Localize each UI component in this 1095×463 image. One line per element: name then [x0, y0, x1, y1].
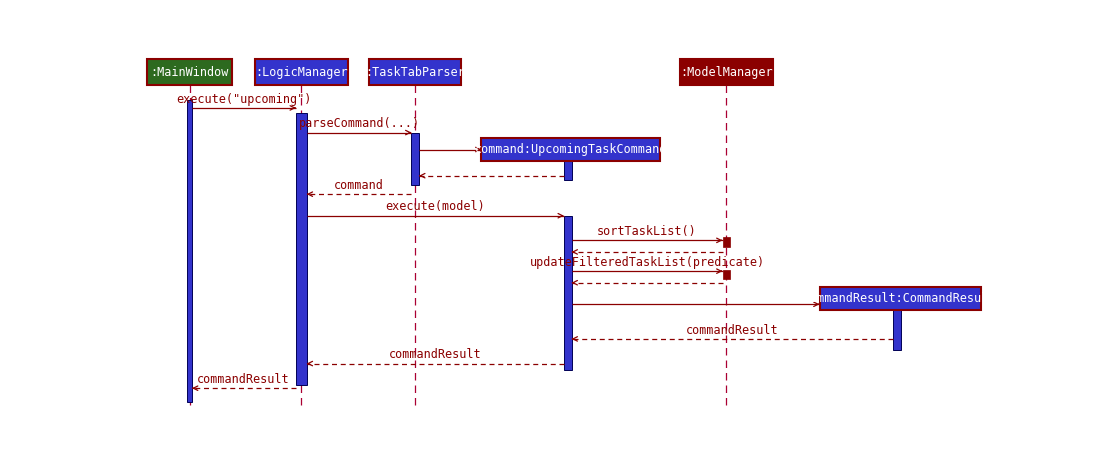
Text: :MainWindow: :MainWindow — [150, 66, 229, 79]
Bar — [819, 287, 981, 310]
Bar — [187, 100, 193, 402]
Bar — [148, 59, 232, 85]
Text: commandResult: commandResult — [389, 348, 482, 361]
Text: commandResult: commandResult — [197, 373, 290, 386]
Text: execute("upcoming"): execute("upcoming") — [176, 93, 311, 106]
Bar — [723, 269, 730, 279]
Bar — [564, 216, 572, 370]
Bar — [564, 156, 572, 180]
Bar — [255, 59, 347, 85]
Text: command: command — [334, 179, 384, 192]
Text: parseCommand(...): parseCommand(...) — [299, 117, 419, 130]
Bar — [296, 113, 307, 385]
Text: execute(model): execute(model) — [385, 200, 485, 213]
Text: :ModelManager: :ModelManager — [680, 66, 773, 79]
Bar — [369, 59, 461, 85]
Text: commandResult: commandResult — [687, 324, 779, 337]
Bar — [723, 237, 730, 246]
Text: command:UpcomingTaskCommand: command:UpcomingTaskCommand — [474, 143, 667, 156]
Bar — [482, 138, 660, 161]
Text: :LogicManager: :LogicManager — [255, 66, 347, 79]
Bar — [894, 304, 901, 350]
Text: commandResult:CommandResult: commandResult:CommandResult — [804, 292, 996, 305]
Bar — [680, 59, 773, 85]
Text: :TaskTabParser: :TaskTabParser — [366, 66, 465, 79]
Text: updateFilteredTaskList(predicate): updateFilteredTaskList(predicate) — [530, 256, 764, 269]
Text: sortTaskList(): sortTaskList() — [597, 225, 696, 238]
Bar — [412, 132, 419, 185]
